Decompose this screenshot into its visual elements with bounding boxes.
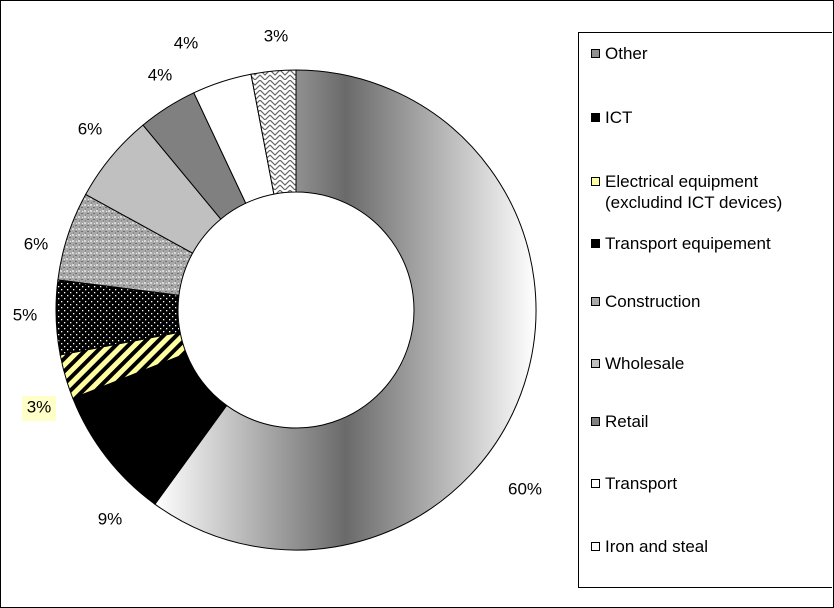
legend-label: Electrical equipment (excludind ICT devi… bbox=[605, 172, 783, 212]
legend-swatch bbox=[591, 542, 600, 551]
legend-swatch bbox=[591, 113, 600, 122]
legend-swatch bbox=[591, 297, 600, 306]
donut-segment bbox=[250, 69, 297, 195]
legend-label: Other bbox=[605, 44, 648, 63]
data-label: 5% bbox=[13, 305, 38, 324]
legend-label: Retail bbox=[605, 412, 649, 431]
legend-entry: Transport bbox=[591, 473, 834, 494]
data-label: 6% bbox=[78, 119, 103, 138]
legend-label: Transport equipement bbox=[605, 234, 771, 253]
legend-entry: Other bbox=[591, 43, 834, 64]
legend-swatch bbox=[591, 177, 600, 186]
donut-segment bbox=[154, 69, 537, 551]
data-label: 9% bbox=[98, 509, 123, 528]
legend-swatch bbox=[591, 359, 600, 368]
legend-entry: Electrical equipment (excludind ICT devi… bbox=[591, 171, 834, 213]
legend-entry: Retail bbox=[591, 411, 834, 432]
data-label: 6% bbox=[24, 234, 49, 253]
legend-swatch bbox=[591, 239, 600, 248]
legend-label: Iron and steal bbox=[605, 537, 709, 556]
data-label: 3% bbox=[264, 26, 289, 45]
data-label: 60% bbox=[508, 479, 542, 498]
legend-label: Wholesale bbox=[605, 354, 685, 373]
legend-swatch bbox=[591, 479, 600, 488]
legend-entry: ICT bbox=[591, 107, 834, 128]
label-highlight bbox=[22, 396, 56, 421]
legend-entry: Construction bbox=[591, 291, 834, 312]
data-label: 4% bbox=[148, 65, 173, 84]
legend-entry: Transport equipement bbox=[591, 233, 834, 254]
legend: Other ICT Electrical equipment (excludind … bbox=[578, 32, 832, 588]
legend-entry: Wholesale bbox=[591, 353, 834, 374]
data-label: 3% bbox=[27, 397, 52, 416]
legend-swatch bbox=[591, 49, 600, 58]
data-label: 4% bbox=[174, 33, 199, 52]
legend-label: Transport bbox=[605, 474, 678, 493]
legend-swatch bbox=[591, 417, 600, 426]
legend-label: Construction bbox=[605, 292, 701, 311]
legend-label: ICT bbox=[605, 108, 633, 127]
legend-entry: Iron and steal bbox=[591, 536, 834, 557]
